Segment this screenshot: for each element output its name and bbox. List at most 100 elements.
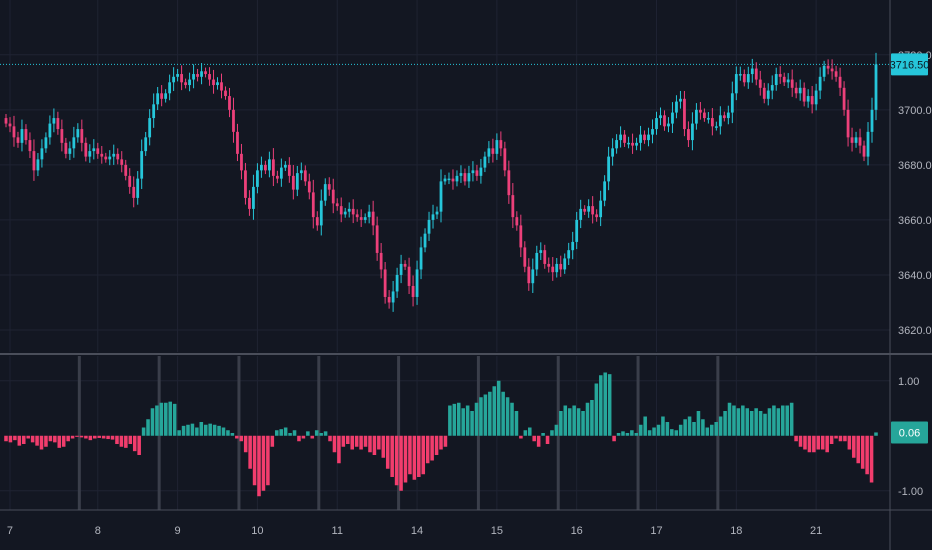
oscillator-bar [630, 430, 634, 436]
oscillator-bar [528, 427, 532, 436]
candle-body [655, 118, 658, 130]
oscillator-bar [412, 435, 417, 480]
oscillator-bar [26, 435, 30, 439]
candle-body [156, 93, 160, 105]
candle-body [32, 151, 36, 171]
oscillator-bar [132, 435, 137, 452]
candle-body [264, 164, 267, 171]
oscillator-bar [381, 435, 386, 458]
candle-body [180, 74, 183, 83]
oscillator-bar [536, 435, 541, 447]
candle-body [383, 269, 387, 297]
candle-body [216, 82, 219, 86]
price-axis[interactable]: 3620.003640.003660.003680.003700.003720.… [898, 50, 932, 337]
candle-body [236, 131, 239, 154]
candle-body [798, 87, 802, 94]
candle-body [455, 175, 459, 182]
candle-body [742, 74, 746, 83]
candle-body [228, 96, 231, 110]
candle-body [802, 87, 806, 102]
oscillator-bar [483, 394, 488, 436]
oscillator-bar [461, 408, 465, 436]
oscillator-bar [670, 429, 674, 436]
candle-body [790, 79, 794, 88]
candle-body [870, 109, 874, 132]
time-tick-label: 10 [251, 525, 263, 537]
oscillator-bar [532, 435, 536, 442]
oscillator-bar [301, 435, 306, 439]
oscillator-bar [75, 435, 79, 437]
time-tick-label: 7 [7, 525, 13, 537]
candle-body [770, 85, 774, 91]
candle-body [64, 142, 68, 154]
oscillator-bar [97, 435, 101, 438]
candle-body [16, 137, 20, 143]
candle-body [754, 68, 758, 80]
candle-body [307, 181, 311, 193]
candle-body [850, 137, 854, 143]
oscillator-bar [709, 424, 714, 436]
oscillator-bar [798, 435, 803, 447]
candle-body [295, 173, 299, 190]
candle-body [822, 65, 826, 77]
oscillator-bar [243, 435, 248, 453]
price-grid [0, 0, 890, 510]
price-tick-label: 3640.00 [898, 270, 932, 282]
candle-body [862, 145, 866, 157]
candle-body [252, 186, 255, 209]
candle-body [76, 129, 80, 138]
oscillator-axis[interactable]: 1.00 -1.00 [898, 376, 923, 498]
oscillator-bar [834, 435, 838, 439]
oscillator-bar [230, 433, 235, 436]
candle-body [387, 296, 391, 303]
candle-body [303, 170, 307, 182]
candle-body [858, 137, 862, 146]
oscillator-bar [137, 435, 141, 455]
session-divider [317, 356, 321, 510]
oscillator-bar [621, 431, 625, 436]
candle-body [706, 118, 710, 120]
candle-body [702, 112, 706, 119]
oscillator-bar [607, 374, 612, 436]
candle-body [535, 252, 539, 270]
oscillator-bar [696, 411, 701, 436]
candle-body [571, 241, 575, 251]
oscillator-bar [825, 435, 829, 453]
oscillator-bar [141, 427, 146, 436]
oscillator-bar [155, 405, 159, 436]
candle-body [407, 266, 411, 286]
session-divider [397, 356, 401, 510]
candle-body [379, 252, 383, 270]
time-axis[interactable]: 7 8 9 10 11 14 15 16 17 18 21 [7, 525, 822, 537]
oscillator-bar [807, 435, 812, 453]
oscillator-bar [319, 433, 323, 436]
oscillator-bar [363, 435, 368, 447]
candle-body [128, 175, 132, 187]
oscillator-bar [150, 408, 155, 436]
oscillator-bar [572, 405, 576, 436]
candle-body [40, 148, 44, 160]
oscillator-bar [252, 435, 257, 486]
oscillator-bar [874, 432, 878, 436]
candle-body [447, 178, 451, 181]
candle-body [208, 74, 211, 80]
oscillator-bar [128, 435, 133, 444]
oscillator-bar [470, 411, 474, 436]
candle-body [132, 186, 136, 198]
candle-body [718, 115, 722, 127]
candle-body [275, 175, 279, 179]
oscillator-bar [288, 433, 292, 436]
candle-body [687, 129, 690, 141]
candle-body [184, 82, 187, 86]
candle-body [559, 263, 563, 270]
candle-body [88, 151, 92, 157]
candle-body [172, 76, 176, 83]
oscillator-bar [661, 416, 665, 436]
candle-body [44, 137, 48, 149]
oscillator-bar [261, 435, 266, 491]
candle-body [271, 159, 275, 176]
oscillator-bar [377, 435, 381, 450]
candle-body [52, 118, 56, 124]
candle-body [403, 263, 407, 267]
